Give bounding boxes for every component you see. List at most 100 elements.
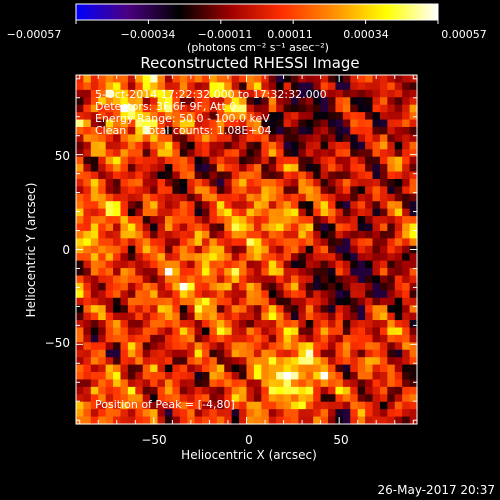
heatmap-cell (283, 282, 292, 291)
heatmap-cell (202, 320, 211, 329)
heatmap-cell (313, 208, 322, 217)
heatmap-cell (150, 97, 159, 106)
heatmap-cell (90, 334, 99, 343)
heatmap-cell (328, 134, 337, 143)
heatmap-cell (246, 364, 255, 373)
heatmap-cell (172, 245, 181, 254)
annotation-energy-range: Energy Range: 50.0 - 100.0 keV (95, 112, 270, 125)
heatmap-cell (172, 112, 181, 121)
heatmap-cell (313, 372, 322, 381)
heatmap-cell (187, 409, 196, 418)
heatmap-cell (239, 82, 248, 91)
heatmap-cell (305, 149, 314, 158)
heatmap-cell (187, 320, 196, 329)
heatmap-cell (320, 208, 329, 217)
heatmap-cell (187, 342, 196, 351)
heatmap-cell (328, 97, 337, 106)
heatmap-cell (157, 178, 166, 187)
heatmap-cell (313, 334, 322, 343)
heatmap-cell (253, 409, 262, 418)
heatmap-cell (135, 112, 144, 121)
heatmap-cell (335, 401, 344, 410)
heatmap-cell (298, 134, 307, 143)
heatmap-cell (276, 156, 285, 165)
heatmap-cell (409, 134, 418, 143)
heatmap-cell (224, 216, 233, 225)
heatmap-cell (313, 156, 322, 165)
heatmap-cell (261, 223, 270, 232)
heatmap-cell (335, 245, 344, 254)
heatmap-cell (120, 193, 129, 202)
heatmap-cell (328, 149, 337, 158)
heatmap-cell (164, 416, 173, 425)
heatmap-cell (142, 409, 151, 418)
heatmap-cell (239, 312, 248, 321)
heatmap-cell (135, 208, 144, 217)
heatmap-cell (135, 253, 144, 262)
heatmap-cell (135, 268, 144, 277)
heatmap-cell (202, 379, 211, 388)
heatmap-cell (231, 141, 240, 150)
heatmap-cell (105, 327, 114, 336)
heatmap-cell (342, 97, 351, 106)
heatmap-cell (150, 386, 159, 395)
heatmap-cell (387, 372, 396, 381)
heatmap-cell (313, 245, 322, 254)
heatmap-cell (290, 97, 299, 106)
heatmap-cell (328, 178, 337, 187)
heatmap-cell (276, 401, 285, 410)
heatmap-cell (90, 230, 99, 239)
heatmap-cell (98, 282, 107, 291)
heatmap-cell (357, 305, 366, 314)
heatmap-cell (283, 290, 292, 299)
heatmap-cell (187, 149, 196, 158)
heatmap-cell (172, 134, 181, 143)
heatmap-cell (305, 260, 314, 269)
heatmap-cell (135, 379, 144, 388)
heatmap-cell (268, 75, 277, 84)
heatmap-cell (335, 164, 344, 173)
heatmap-cell (409, 230, 418, 239)
heatmap-cell (90, 201, 99, 210)
heatmap-cell (387, 149, 396, 158)
heatmap-cell (335, 342, 344, 351)
heatmap-cell (83, 260, 92, 269)
heatmap-cell (150, 320, 159, 329)
heatmap-cell (409, 379, 418, 388)
heatmap-cell (379, 290, 388, 299)
heatmap-cell (179, 305, 188, 314)
heatmap-cell (135, 282, 144, 291)
heatmap-cell (379, 104, 388, 113)
heatmap-cell (239, 201, 248, 210)
heatmap-cell (246, 320, 255, 329)
heatmap-cell (76, 178, 85, 187)
heatmap-cell (350, 178, 359, 187)
heatmap-cell (276, 372, 285, 381)
heatmap-cell (90, 416, 99, 425)
heatmap-cell (298, 178, 307, 187)
heatmap-cell (290, 401, 299, 410)
heatmap-cell (113, 297, 122, 306)
heatmap-cell (313, 223, 322, 232)
heatmap-cell (216, 112, 225, 121)
heatmap-cell (387, 275, 396, 284)
heatmap-cell (394, 238, 403, 247)
heatmap-cell (105, 312, 114, 321)
heatmap-cell (365, 334, 374, 343)
heatmap-cell (224, 223, 233, 232)
heatmap-cell (402, 89, 411, 98)
heatmap-cell (179, 89, 188, 98)
heatmap-cell (276, 282, 285, 291)
heatmap-cell (261, 216, 270, 225)
heatmap-cell (83, 97, 92, 106)
heatmap-cell (283, 134, 292, 143)
heatmap-cell (194, 104, 203, 113)
heatmap-cell (113, 171, 122, 180)
heatmap-cell (365, 141, 374, 150)
heatmap-cell (224, 260, 233, 269)
heatmap-cell (342, 119, 351, 128)
heatmap-cell (305, 75, 314, 84)
heatmap-cell (305, 409, 314, 418)
heatmap-cell (179, 156, 188, 165)
heatmap-cell (120, 320, 129, 329)
